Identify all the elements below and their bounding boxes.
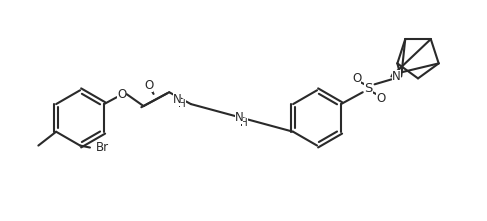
Text: S: S bbox=[364, 82, 373, 95]
Text: O: O bbox=[376, 92, 385, 105]
Text: H: H bbox=[240, 118, 248, 128]
Text: N: N bbox=[173, 93, 182, 106]
Text: Br: Br bbox=[96, 141, 109, 154]
Text: N: N bbox=[392, 70, 401, 83]
Text: O: O bbox=[144, 79, 153, 92]
Text: O: O bbox=[352, 72, 361, 85]
Text: N: N bbox=[235, 111, 244, 124]
Text: O: O bbox=[117, 88, 127, 101]
Text: H: H bbox=[178, 99, 186, 109]
